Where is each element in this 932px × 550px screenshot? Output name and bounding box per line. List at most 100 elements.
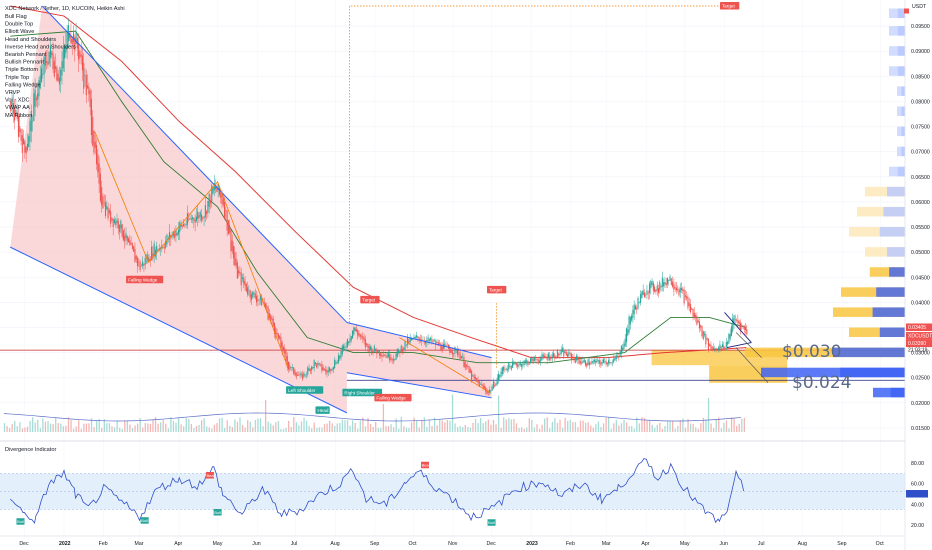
level-low-label: $0.024 — [792, 373, 851, 393]
candle-body — [125, 233, 127, 239]
projection-arrow-1 — [735, 332, 762, 358]
candle-body — [326, 370, 328, 374]
volume-bar — [707, 397, 710, 432]
volume-bar — [57, 423, 59, 432]
candle-body — [363, 337, 365, 341]
profile-bar-split — [879, 227, 905, 237]
candle-body — [424, 341, 427, 344]
candle-body — [300, 374, 302, 375]
candle-body — [359, 334, 361, 338]
candle-body — [593, 360, 596, 362]
volume-bar — [533, 427, 536, 432]
candle-body — [291, 367, 293, 368]
candle-body — [453, 352, 455, 354]
candle-body — [69, 33, 71, 39]
candle-body — [682, 288, 684, 291]
volume-bar — [308, 426, 310, 432]
candle-body — [696, 316, 698, 325]
volume-bar — [62, 426, 65, 432]
candle-body — [157, 249, 159, 251]
candle-body — [307, 367, 309, 375]
candle-body — [398, 349, 400, 353]
volume-bar — [321, 427, 323, 432]
wedge-upper-line — [41, 5, 348, 323]
volume-bar — [395, 418, 397, 432]
volume-bar — [536, 424, 538, 432]
candle-body — [450, 349, 452, 353]
candle-body — [730, 326, 733, 337]
candle-body — [587, 359, 589, 365]
candle-body — [463, 356, 465, 367]
volume-bar — [185, 418, 187, 432]
candle-body — [117, 220, 119, 229]
candle-body — [48, 51, 50, 64]
candle-body — [238, 270, 240, 274]
volume-bar — [288, 420, 290, 432]
volume-bar — [454, 423, 456, 432]
volume-bar — [520, 427, 523, 432]
candle-body — [661, 277, 663, 287]
candle-body — [277, 333, 279, 339]
price-axis[interactable]: 0.09500 0.09000 0.08500 0.08000 0.07500 0.070… — [904, 8, 932, 432]
time-tick-label: 2023 — [526, 541, 538, 547]
candle-body — [497, 373, 500, 382]
candle-body — [92, 116, 94, 146]
candle-body — [15, 110, 17, 115]
candle-body — [200, 214, 203, 221]
candle-body — [550, 358, 552, 360]
volume-bar — [195, 425, 198, 432]
candle-body — [303, 372, 305, 377]
candle-body — [469, 369, 471, 373]
candle-body — [477, 379, 479, 383]
candle-body — [445, 344, 447, 346]
time-tick-label: Dec — [487, 541, 497, 547]
candle-body — [592, 360, 594, 363]
candle-body — [520, 364, 523, 367]
volume-bar — [741, 418, 743, 432]
volume-bar — [160, 422, 162, 432]
candle-body — [320, 363, 322, 365]
candle-body — [628, 316, 630, 333]
profile-bar — [865, 247, 905, 257]
volume-bar — [382, 403, 385, 432]
candle-body — [588, 362, 590, 366]
volume-bar — [477, 422, 479, 432]
candle-body — [657, 287, 660, 293]
time-tick-label: Nov — [448, 541, 458, 547]
candle-body — [665, 283, 667, 286]
candle-body — [578, 359, 580, 364]
legend-item: Double Top — [5, 22, 33, 28]
volume-bar — [67, 417, 70, 432]
candle-body — [558, 353, 560, 356]
candle-body — [648, 283, 651, 294]
candle-body — [678, 289, 680, 296]
candle-body — [480, 384, 482, 385]
candle-body — [239, 271, 241, 274]
candle-body — [227, 220, 229, 235]
target-label-top: Target — [722, 4, 735, 9]
candle-body — [313, 360, 315, 368]
candle-body — [647, 292, 649, 294]
candle-body — [455, 348, 457, 351]
candle-body — [108, 209, 110, 213]
volume-bar — [400, 417, 402, 432]
candle-body — [152, 253, 154, 259]
volume-bar — [515, 423, 518, 432]
candle-body — [495, 383, 497, 386]
candle-body — [650, 281, 652, 289]
volume-bar — [492, 419, 495, 432]
bull-signal-2: Bull — [141, 518, 148, 523]
volume-bar — [623, 419, 625, 432]
time-axis[interactable]: Dec 2022 Feb Mar Apr May Jun Jul Aug Sep Oct Nov Dec… — [19, 541, 884, 547]
volume-bar — [208, 427, 210, 432]
candle-body — [241, 277, 244, 279]
volume-bar — [413, 417, 415, 432]
candle-body — [705, 334, 707, 345]
candle-body — [42, 74, 44, 76]
candle-body — [483, 386, 485, 389]
volume-bar — [65, 425, 67, 432]
candle-body — [272, 318, 274, 327]
candle-body — [168, 231, 171, 240]
